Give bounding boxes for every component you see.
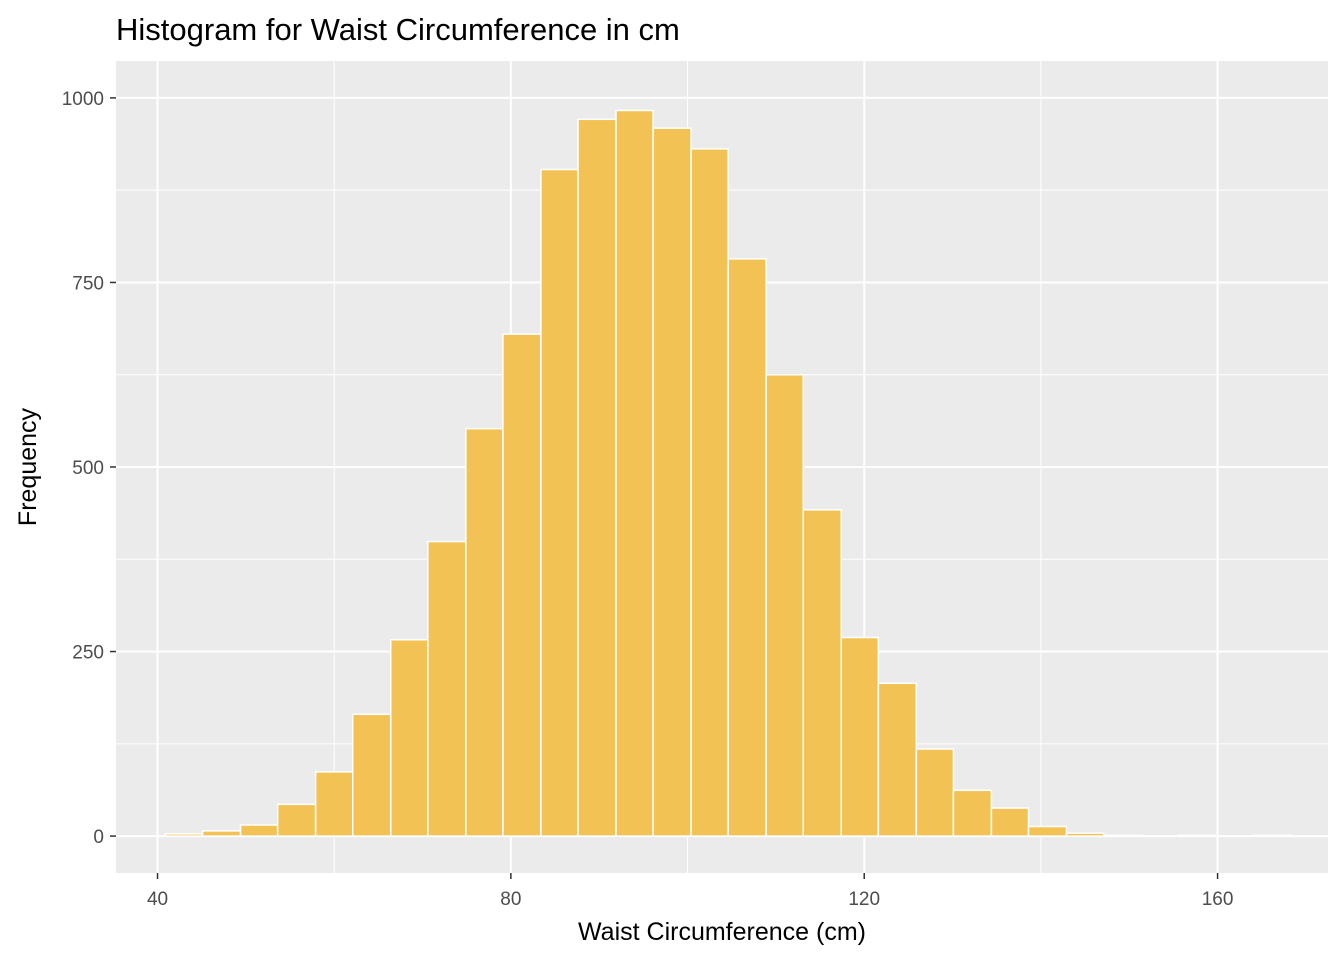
histogram-bar [1102, 834, 1143, 837]
histogram-bar [952, 789, 993, 837]
x-tick-label: 160 [1202, 889, 1234, 910]
histogram-bar [351, 713, 392, 837]
histogram-bar [615, 109, 654, 837]
histogram-bar [840, 636, 880, 837]
histogram-bar [727, 258, 767, 837]
histogram-bar [577, 118, 617, 837]
histogram-bar [690, 148, 729, 837]
x-tick-label: 120 [848, 889, 880, 910]
histogram-bar [1065, 832, 1105, 837]
histogram-bar [164, 833, 204, 837]
histogram-bar [1027, 825, 1068, 837]
histogram-bar [502, 333, 542, 837]
histogram-bar [915, 748, 955, 837]
x-axis: 40 80 120 160 [147, 873, 1233, 910]
histogram-bar [765, 373, 805, 837]
histogram-bar [465, 427, 504, 837]
histogram-bars [164, 109, 1293, 837]
histogram-bar [1253, 834, 1293, 837]
histogram-bar [201, 830, 242, 837]
x-tick-label: 40 [147, 889, 168, 910]
histogram-bar [652, 127, 692, 837]
x-axis-title: Waist Circumference (cm) [578, 918, 866, 946]
histogram-bar [802, 509, 843, 837]
histogram-bar [877, 682, 918, 837]
histogram-bar [990, 807, 1030, 837]
y-tick-label: 0 [93, 827, 104, 848]
y-tick-label: 500 [72, 458, 104, 479]
histogram-bar [239, 824, 279, 837]
histogram-bar [389, 638, 429, 837]
histogram-bar [427, 540, 467, 837]
y-tick-label: 1000 [62, 89, 104, 110]
histogram-bar [276, 803, 317, 837]
chart-title: Histogram for Waist Circumference in cm [116, 12, 680, 47]
y-axis: 0 250 500 750 1000 [62, 89, 116, 848]
y-axis-title: Frequency [14, 407, 42, 526]
histogram-bar [314, 771, 354, 837]
histogram-bar [1177, 834, 1218, 837]
y-tick-label: 250 [72, 643, 104, 664]
y-tick-label: 750 [72, 273, 104, 294]
x-tick-label: 80 [500, 889, 521, 910]
histogram-bar [540, 168, 579, 837]
